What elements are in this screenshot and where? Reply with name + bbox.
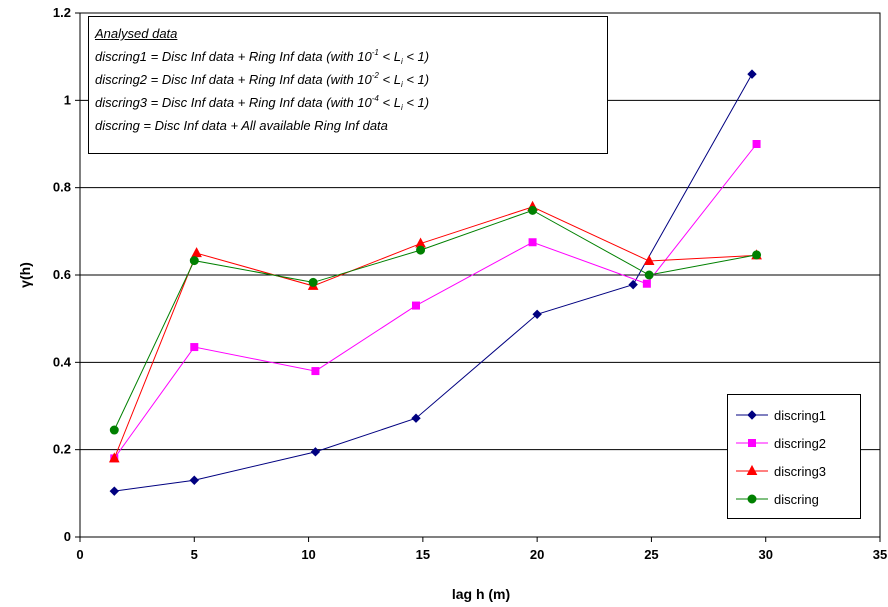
annotation-line-discring3: discring3 = Disc Inf data + Ring Inf dat…: [95, 91, 601, 114]
y-axis-title: γ(h): [17, 262, 33, 288]
annotation-text: = Disc Inf data + Ring Inf data (with 10: [147, 95, 372, 110]
annotation-mid: < L: [378, 72, 401, 87]
series-line-discring: [113, 209, 757, 431]
legend-swatch-discring1: [736, 410, 768, 420]
series-discring: [109, 205, 762, 435]
data-point-discring: [752, 250, 762, 260]
data-point-discring2: [190, 343, 199, 352]
y-tick-label: 0.8: [53, 180, 71, 195]
data-point-discring3: [191, 247, 202, 258]
legend-label: discring: [774, 491, 819, 507]
legend: discring1 discring2 discring3 discring: [727, 394, 861, 519]
data-point-discring1: [532, 309, 542, 320]
legend-item-discring: discring: [734, 485, 860, 513]
annotation-header: Analysed data: [95, 26, 178, 41]
data-point-discring2: [642, 279, 651, 288]
data-point-discring3: [108, 452, 120, 463]
annotation-end: < 1): [402, 49, 430, 64]
series-discring1: [109, 69, 757, 496]
legend-item-discring1: discring1: [734, 401, 860, 429]
legend-swatch-discring: [736, 494, 768, 504]
annotation-name: discring2: [95, 72, 148, 87]
x-axis-title: lag h (m): [452, 586, 510, 602]
series-discring2: [110, 140, 761, 463]
annotation-text: = Disc Inf data + All available Ring Inf…: [139, 118, 388, 133]
x-tick-label: 25: [644, 547, 658, 562]
annotation-end: < 1): [402, 72, 430, 87]
annotation-line-discring1: discring1 = Disc Inf data + Ring Inf dat…: [95, 45, 601, 68]
data-point-discring1: [411, 413, 421, 423]
legend-item-discring2: discring2: [734, 429, 860, 457]
data-point-discring: [528, 205, 538, 215]
data-point-discring3: [643, 254, 655, 266]
annotation-name: discring: [95, 118, 140, 133]
legend-label: discring1: [774, 407, 827, 423]
data-point-discring: [189, 256, 199, 266]
data-point-discring: [416, 245, 426, 255]
annotation-sub: i: [400, 57, 403, 66]
data-point-discring2: [412, 301, 420, 310]
annotation-text: = Disc Inf data + Ring Inf data (with 10: [147, 72, 372, 87]
series-discring3: [108, 200, 762, 463]
x-tick-label: 20: [530, 547, 544, 562]
annotation-box: Analysed data discring1 = Disc Inf data …: [88, 16, 608, 154]
annotation-name: discring3: [95, 95, 148, 110]
y-tick-label: 0: [64, 529, 71, 544]
x-axis-ticks: 0 5 10 15 20 25 30 35: [76, 537, 887, 562]
y-tick-label: 1.2: [53, 5, 71, 20]
legend-marker-discring: [747, 494, 757, 504]
data-point-discring1: [747, 69, 757, 79]
annotation-name: discring1: [95, 49, 148, 64]
y-tick-label: 0.2: [53, 442, 71, 457]
x-tick-label: 30: [758, 547, 772, 562]
data-point-discring2: [311, 367, 320, 376]
legend-label: discring2: [774, 435, 827, 451]
annotation-exp: -4: [371, 94, 379, 103]
annotation-mid: < L: [378, 49, 401, 64]
data-point-discring1: [109, 486, 119, 496]
legend-swatch-discring2: [736, 439, 768, 447]
series-line-discring2: [113, 143, 757, 459]
y-tick-label: 1: [64, 92, 71, 107]
data-point-discring1: [628, 279, 638, 290]
legend-swatch-discring3: [736, 464, 768, 475]
data-point-discring: [109, 425, 119, 435]
x-tick-label: 15: [416, 547, 430, 562]
legend-marker-discring1: [747, 410, 757, 420]
annotation-sub: i: [400, 80, 403, 89]
legend-label: discring3: [774, 463, 827, 479]
y-axis-ticks: 0 0.2 0.4 0.6 0.8 1 1.2: [53, 5, 80, 544]
data-point-discring1: [189, 475, 199, 485]
data-point-discring: [308, 277, 318, 287]
legend-marker-discring3: [746, 464, 758, 475]
legend-marker-discring2: [748, 439, 756, 447]
annotation-line-discring2: discring2 = Disc Inf data + Ring Inf dat…: [95, 68, 601, 91]
data-point-discring2: [752, 140, 761, 148]
y-tick-label: 0.6: [53, 267, 71, 282]
annotation-exp: -2: [371, 71, 379, 80]
annotation-line-discring: discring = Disc Inf data + All available…: [95, 114, 601, 137]
x-tick-label: 5: [191, 547, 198, 562]
annotation-lines: discring1 = Disc Inf data + Ring Inf dat…: [95, 45, 601, 137]
data-point-discring2: [528, 238, 537, 247]
annotation-sub: i: [400, 103, 403, 112]
y-tick-label: 0.4: [53, 354, 72, 369]
data-point-discring1: [310, 447, 321, 457]
x-tick-label: 0: [76, 547, 83, 562]
annotation-text: = Disc Inf data + Ring Inf data (with 10: [147, 49, 372, 64]
annotation-mid: < L: [378, 95, 401, 110]
x-tick-label: 10: [301, 547, 315, 562]
legend-item-discring3: discring3: [734, 457, 860, 485]
annotation-exp: -1: [371, 48, 379, 57]
series-group: [108, 69, 762, 496]
x-tick-label: 35: [873, 547, 887, 562]
annotation-end: < 1): [402, 95, 430, 110]
data-point-discring: [644, 270, 654, 280]
